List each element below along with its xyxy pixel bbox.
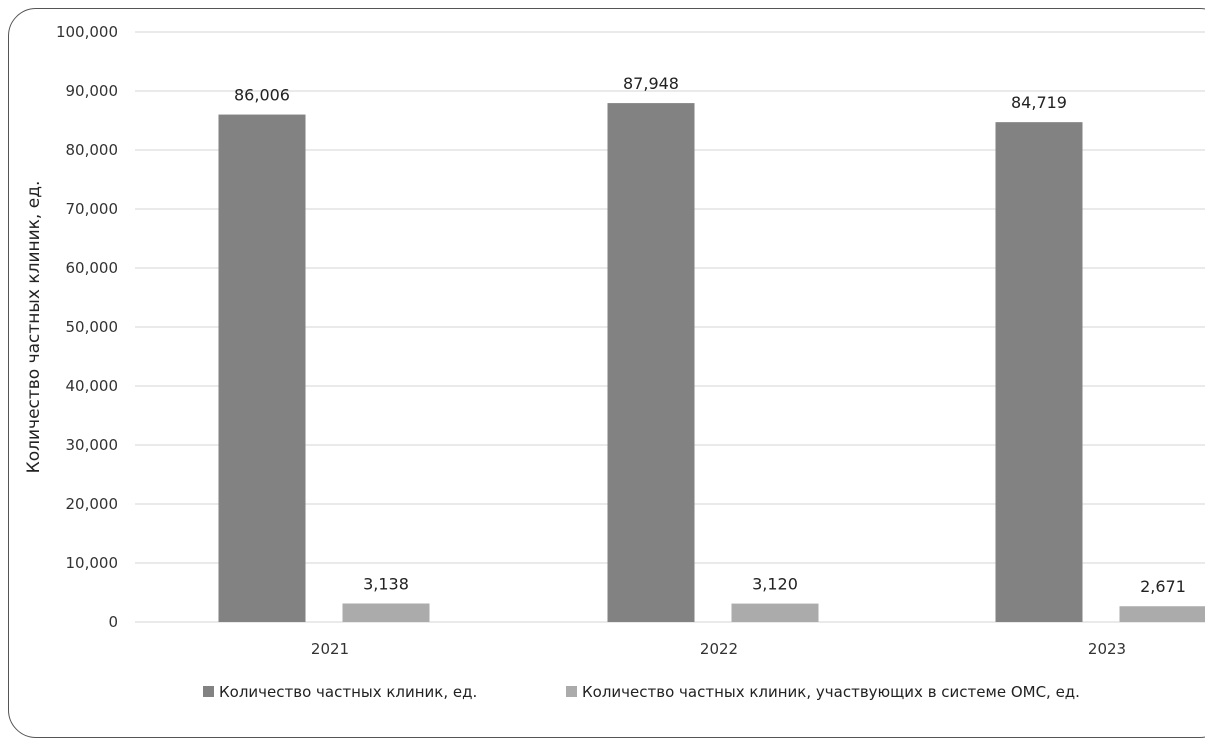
y-tick-label: 20,000 [66,495,119,513]
y-tick-label: 50,000 [66,318,119,336]
data-label: 86,006 [234,86,290,105]
data-label: 2,671 [1140,577,1186,596]
legend-swatch [203,686,214,697]
data-label: 3,138 [363,574,409,593]
y-tick-label: 40,000 [66,377,119,395]
bar-oms-2021 [343,603,430,622]
data-label: 3,120 [752,575,798,594]
bar-total-2021 [219,115,306,622]
bar-total-2023 [996,122,1083,622]
bar-oms-2022 [732,604,819,622]
bar-total-2022 [608,103,695,622]
y-axis-title: Количество частных клиник, ед. [24,181,44,474]
bars [219,103,1205,622]
legend: Количество частных клиник, ед. Количество… [203,683,1080,701]
data-label: 87,948 [623,74,679,93]
legend-label: Количество частных клиник, ед. [219,683,477,701]
data-label: 84,719 [1011,93,1067,112]
y-tick-label: 90,000 [66,82,119,100]
bar-chart: 0 10,000 20,000 30,000 40,000 50,000 60,000 70,… [0,0,1205,715]
x-tick-label: 2023 [1088,640,1126,658]
y-tick-label: 60,000 [66,259,119,277]
y-tick-label: 10,000 [66,554,119,572]
x-tick-label: 2022 [700,640,738,658]
legend-swatch [566,686,577,697]
y-tick-label: 70,000 [66,200,119,218]
y-tick-label: 100,000 [56,23,118,41]
legend-label: Количество частных клиник, участвующих в… [582,683,1080,701]
y-tick-label: 0 [108,613,118,631]
bar-oms-2023 [1120,606,1205,622]
y-axis-ticks: 0 10,000 20,000 30,000 40,000 50,000 60,000 70,… [56,23,118,631]
y-tick-label: 80,000 [66,141,119,159]
x-axis-ticks: 2021 2022 2023 [311,640,1126,658]
y-tick-label: 30,000 [66,436,119,454]
x-tick-label: 2021 [311,640,349,658]
